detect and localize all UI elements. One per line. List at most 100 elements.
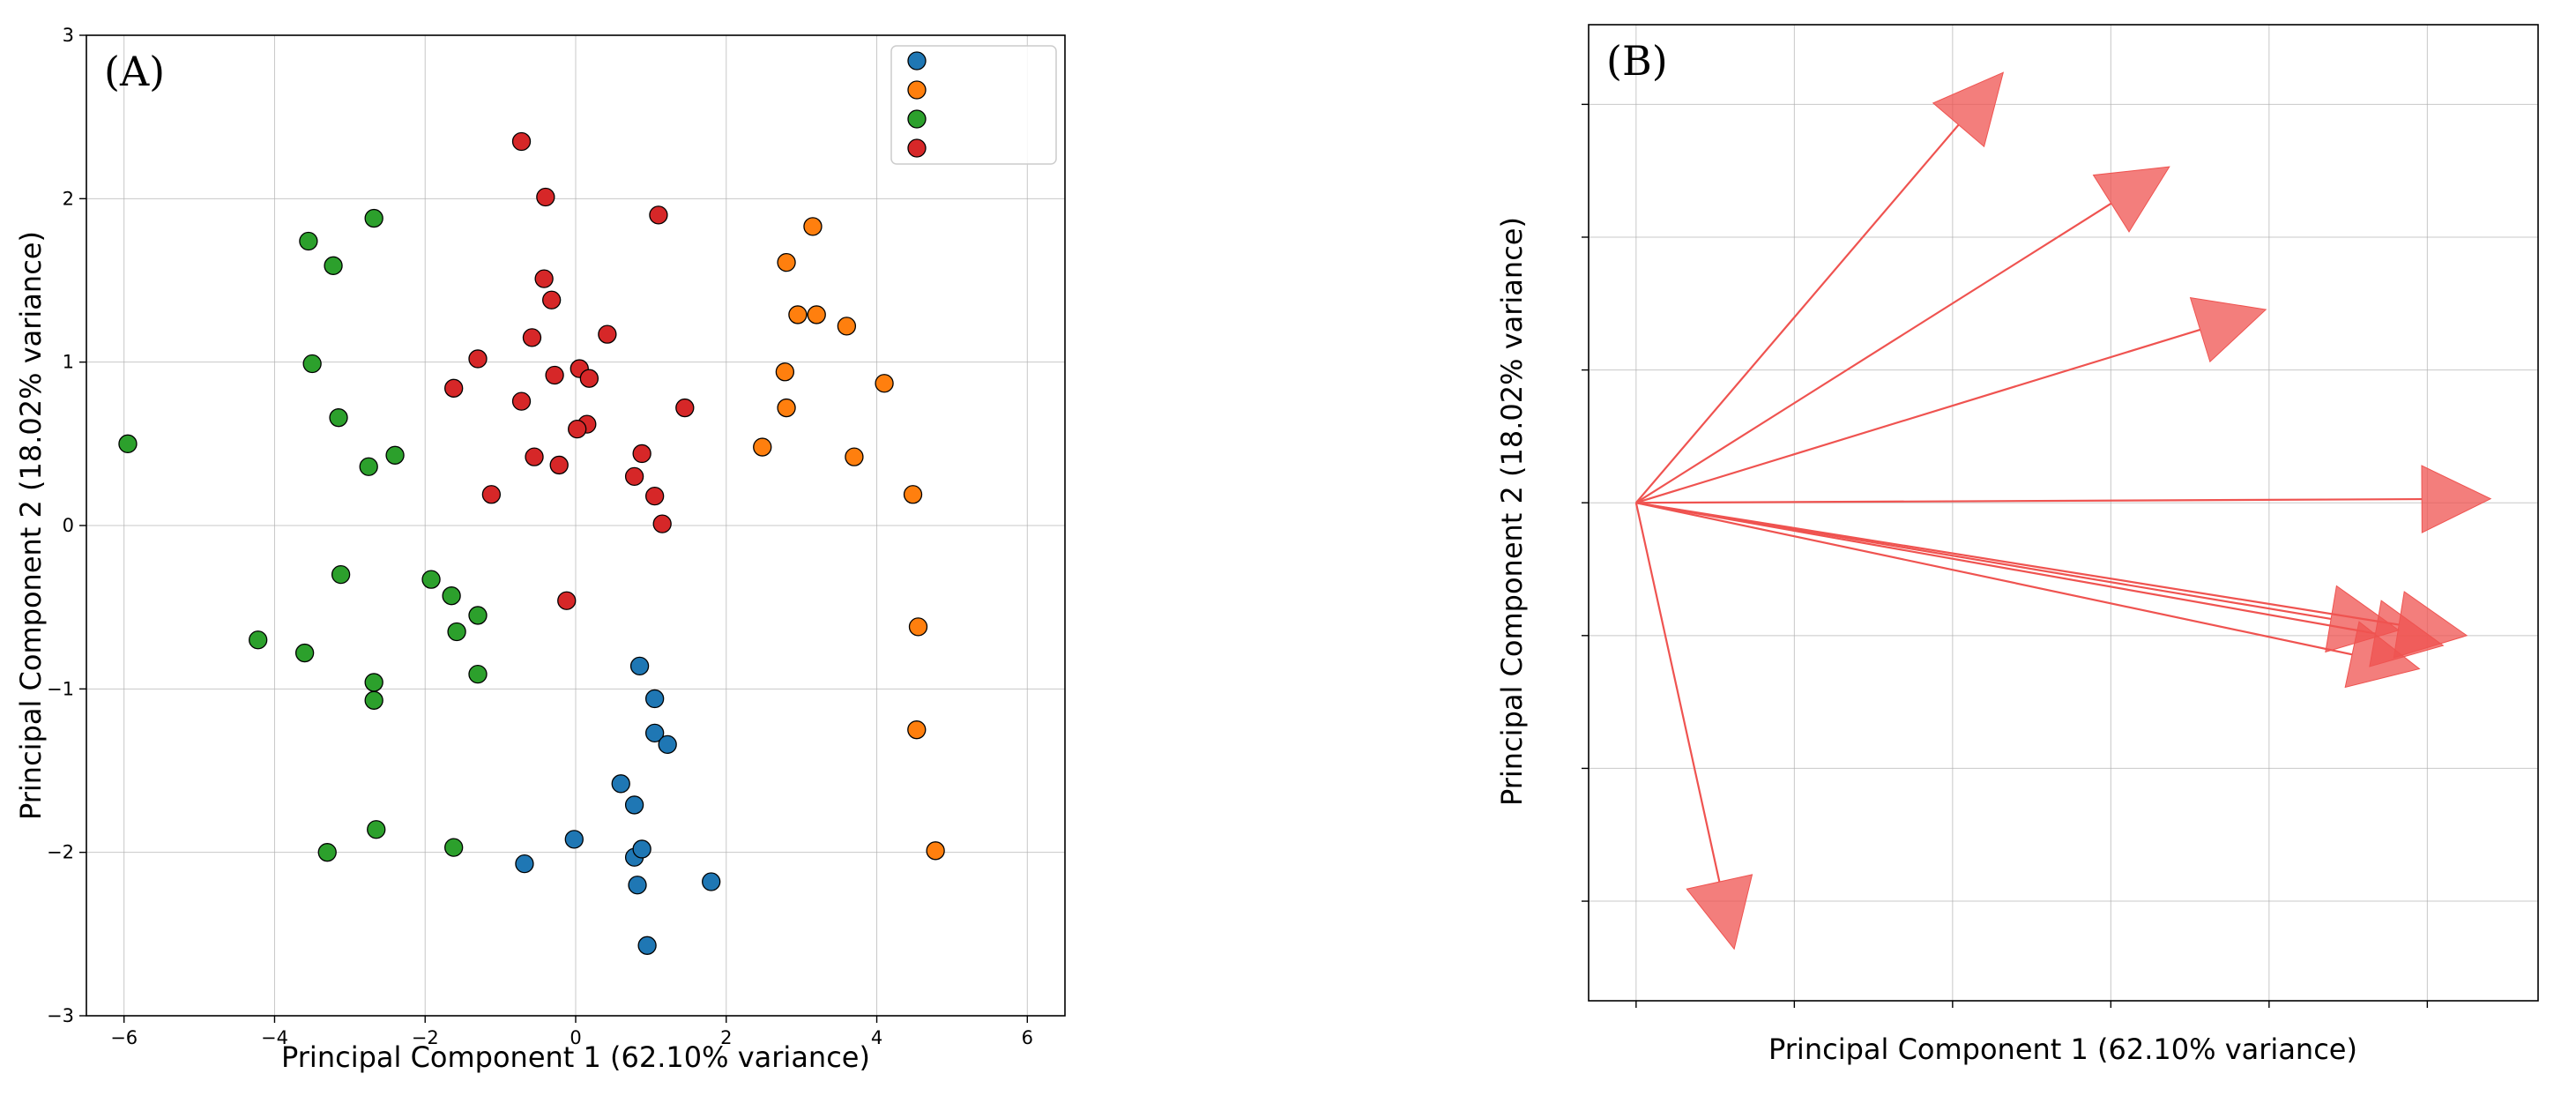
tick-label-x: −4 [261,1027,288,1048]
scatter-point [675,398,695,418]
scatter-point [364,673,383,692]
scatter-point [803,217,823,236]
panel-b-loadings: (B) Principal Component 1 (62.10% varian… [1495,24,2539,1066]
scatter-point [624,466,644,487]
scatter-point [444,378,464,398]
scatter-point [359,457,378,476]
scatter-point [536,187,555,207]
scatter-point [317,843,337,862]
loading-arrow-head [2092,166,2170,233]
panel-b-plot-area [1589,25,2538,1001]
scatter-point [645,689,665,709]
panel-a-ticks: −6 −4 −2 0 2 4 6 −3 −2 −1 0 1 2 3 [47,25,1033,1048]
scatter-point [632,839,651,859]
scatter-point [645,723,665,743]
panel-b-tag: (B) [1606,37,1668,85]
scatter-point [299,231,318,251]
scatter-point [907,720,927,740]
loading-arrow-shaft [1635,502,2376,635]
scatter-point [468,665,488,684]
tick-label-y: 0 [63,515,74,536]
scatter-point [515,854,534,874]
scatter-point [926,841,945,861]
panel-b-ylabel: Principal Component 2 (18.02% variance) [1495,217,1529,806]
scatter-point [629,656,650,676]
scatter-point [611,774,630,794]
scatter-point [788,305,808,324]
panel-a-ylabel: Principal Component 2 (18.02% variance) [14,231,48,820]
scatter-point [511,391,532,411]
scatter-point [421,570,441,589]
tick-label-x: −2 [412,1027,439,1048]
tick-label-x: 6 [1022,1027,1033,1048]
scatter-point [511,131,532,152]
scatter-point [658,734,677,754]
scatter-point [442,586,461,606]
loading-arrow-shaft [1635,328,2201,504]
tick-label-y: 2 [63,188,74,209]
scatter-point [845,447,864,466]
scatter-point [331,564,351,585]
panel-a-legend [890,45,1057,165]
scatter-point [118,434,138,453]
loading-arrow-head [1686,874,1753,951]
scatter-point [385,445,405,465]
tick-label-x: 0 [570,1027,581,1048]
loading-arrow-shaft [1635,202,2112,504]
scatter-point [598,324,617,344]
panel-b-grid [1589,25,2538,1001]
legend-frame [890,45,1057,165]
panel-a-xlabel: Principal Component 1 (62.10% variance) [281,1040,870,1074]
tick-label-x: 4 [871,1027,882,1048]
scatter-point [468,606,488,625]
scatter-point [534,269,554,288]
loading-arrow-shaft [1635,123,1960,503]
scatter-point [481,485,502,504]
tick-label-y: 3 [63,25,74,46]
scatter-point [702,872,721,891]
scatter-point [549,455,569,475]
tick-label-y: −1 [47,678,74,699]
scatter-point [875,374,894,393]
panel-b-arrows [1634,71,2492,951]
scatter-point [579,369,599,388]
scatter-point [753,437,772,457]
scatter-point [545,365,564,385]
scatter-point [775,362,795,382]
tick-label-x: 2 [720,1027,732,1048]
scatter-point [447,622,466,642]
scatter-point [444,838,464,857]
tick-label-y: −3 [47,1005,74,1026]
scatter-point [645,486,665,506]
scatter-point [324,256,343,275]
scatter-point [557,591,577,610]
scatter-point [777,398,796,418]
scatter-point [525,447,544,466]
scatter-point [624,795,644,815]
scatter-point [628,876,647,895]
loading-arrow-shaft [1634,502,1721,883]
scatter-point [564,830,584,849]
tick-label-y: 1 [63,352,74,373]
panel-b-frame [1588,24,2539,1002]
loading-arrow-shaft [1635,502,2400,626]
scatter-point [777,252,796,272]
loading-arrow-head [2421,465,2492,533]
scatter-point [364,690,383,710]
scatter-point [807,305,826,324]
legend-marker [907,138,927,158]
legend-marker [907,80,927,100]
loading-arrow-shaft [1635,497,2423,504]
scatter-point [468,349,488,369]
scatter-point [364,208,383,228]
panel-a-tag: (A) [104,48,165,95]
tick-label-x: −6 [110,1027,138,1048]
scatter-point [249,630,268,650]
scatter-point [632,444,651,464]
loading-arrow-shaft [1635,502,2353,656]
panel-b-xlabel: Principal Component 1 (62.10% variance) [1768,1033,2357,1066]
scatter-point [294,643,315,663]
panel-a-scatter: −6 −4 −2 0 2 4 6 −3 −2 −1 0 1 2 3 (A) Principal Compo… [14,25,1066,1074]
scatter-point [329,408,348,428]
panel-b-ticks [1582,103,2429,1008]
